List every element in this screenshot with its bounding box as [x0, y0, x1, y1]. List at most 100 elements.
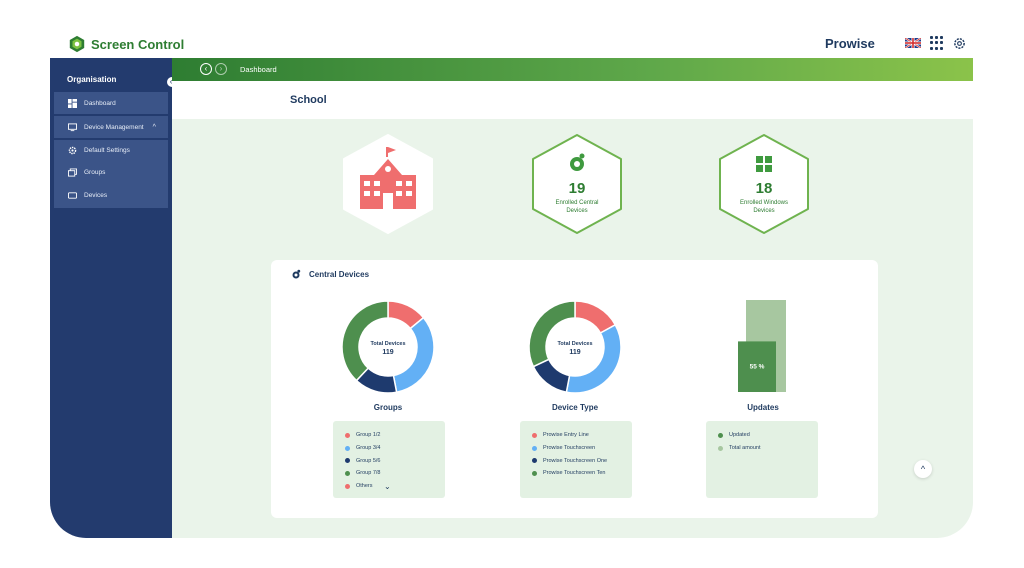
brand-bar: Screen Control Prowise [50, 30, 974, 58]
uk-flag-icon[interactable] [905, 38, 921, 48]
windows-devices-count: 18 [755, 180, 773, 197]
donut-slice-prowise-touchscreen-ten[interactable] [528, 300, 576, 368]
chevron-down-icon[interactable]: ⌄ [384, 482, 391, 491]
legend-swatch [532, 432, 537, 438]
sidebar-item-devices[interactable]: Devices [68, 191, 107, 200]
legend-label: Total amount [729, 445, 761, 452]
screen-control-logo-icon [69, 35, 85, 53]
legend-item[interactable]: Updated [718, 429, 818, 442]
updates-bar-chart[interactable]: 55 % [730, 298, 794, 394]
bar-updated[interactable] [738, 341, 776, 392]
sidebar-heading: Organisation [67, 75, 117, 84]
legend-swatch [345, 458, 350, 464]
legend-swatch [345, 470, 350, 476]
forward-button[interactable]: › [215, 63, 227, 75]
legend-label: Group 7/8 [356, 470, 381, 477]
legend-swatch [718, 432, 723, 438]
back-button[interactable]: ‹ [200, 63, 212, 75]
app-logo[interactable]: Screen Control [68, 35, 184, 53]
donut-center-value: 119 [569, 349, 580, 356]
legend-item[interactable]: Others [345, 480, 445, 493]
legend-item[interactable]: Prowise Touchscreen One [532, 454, 632, 467]
legend-label: Group 5/6 [356, 457, 381, 464]
chart-title: Groups [373, 403, 403, 412]
legend-label: Prowise Entry Line [543, 432, 589, 439]
legend-item[interactable]: Group 3/4 [345, 442, 445, 455]
legend-item[interactable]: Group 5/6 [345, 454, 445, 467]
legend-swatch [532, 445, 537, 451]
legend-item[interactable]: Group 7/8 [345, 467, 445, 480]
legend-label: Group 3/4 [356, 445, 381, 452]
legend-label: Prowise Touchscreen Ten [543, 470, 606, 477]
chart-title: Device Type [551, 403, 599, 412]
legend-item[interactable]: Group 1/2 [345, 429, 445, 442]
gear-icon [68, 146, 77, 155]
scroll-to-top-button[interactable]: ^ [914, 460, 932, 478]
breadcrumb-bar: ‹ › Dashboard [172, 58, 973, 81]
donut-slice-prowise-touchscreen[interactable] [565, 323, 622, 394]
legend-label: Others [356, 483, 373, 490]
dashboard-icon [68, 98, 77, 108]
apps-grid-icon[interactable] [930, 36, 944, 50]
central-devices-hexagon[interactable] [529, 133, 625, 235]
sidebar-item-label: Default Settings [84, 147, 130, 154]
device-management-submenu: Default Settings Groups Devices [54, 140, 168, 208]
sidebar: Organisation « Dashboard Device Manageme… [50, 58, 178, 538]
central-devices-caption: Enrolled Central Devices [555, 200, 599, 214]
sidebar-item-label: Groups [84, 169, 106, 176]
donut-center-value: 119 [382, 349, 393, 356]
bar-value-label: 55 % [750, 364, 765, 371]
groups-icon [68, 168, 77, 177]
card-title: Central Devices [309, 270, 370, 279]
sidebar-item-groups[interactable]: Groups [68, 168, 105, 177]
donut-center-label: Total Devices [370, 341, 405, 347]
central-logo-icon [570, 153, 585, 171]
monitor-icon [68, 122, 77, 131]
updates-legend: Updated Total amount [706, 421, 818, 498]
sidebar-item-label: Device Management [84, 123, 144, 131]
windows-logo-icon [756, 156, 772, 172]
legend-swatch [718, 445, 723, 451]
sidebar-item-dashboard[interactable]: Dashboard [54, 92, 168, 114]
legend-item[interactable]: Prowise Touchscreen [532, 442, 632, 455]
chevron-up-icon: ^ [152, 123, 156, 131]
legend-label: Updated [729, 432, 750, 439]
title-bar: School [172, 81, 973, 119]
central-devices-count: 19 [568, 180, 586, 197]
sidebar-item-label: Dashboard [84, 99, 116, 107]
device-icon [68, 192, 77, 199]
donut-center-label: Total Devices [557, 341, 592, 347]
legend-swatch [345, 445, 350, 451]
donut-slice-group-3-4[interactable] [392, 316, 435, 394]
legend-swatch [532, 470, 537, 476]
page-title: School [290, 94, 327, 106]
legend-swatch [532, 458, 537, 464]
app-name: Screen Control [91, 36, 185, 52]
donut-slice-group-7-8[interactable] [341, 300, 389, 382]
sidebar-item-default-settings[interactable]: Default Settings [68, 146, 130, 155]
legend-swatch [345, 432, 350, 438]
legend-label: Prowise Touchscreen One [543, 457, 608, 464]
legend-item[interactable]: Total amount [718, 442, 818, 455]
windows-devices-hexagon[interactable] [716, 133, 812, 235]
breadcrumb[interactable]: Dashboard [240, 65, 277, 74]
chart-title: Updates [747, 403, 779, 412]
groups-legend: Group 1/2 Group 3/4 Group 5/6 Group 7/8 Othe… [333, 421, 445, 498]
central-logo-icon [292, 269, 301, 279]
sidebar-item-device-management[interactable]: Device Management ^ [54, 116, 168, 138]
device-type-legend: Prowise Entry Line Prowise Touchscreen Pro… [520, 421, 632, 498]
legend-swatch [345, 483, 350, 489]
company-logo[interactable]: Prowise [825, 36, 875, 51]
settings-gear-icon[interactable] [953, 37, 966, 50]
legend-label: Prowise Touchscreen [543, 445, 596, 452]
central-devices-stat: 19 Enrolled Central Devices [529, 180, 625, 215]
device-type-donut-chart[interactable]: Total Devices 119 [527, 299, 623, 395]
legend-label: Group 1/2 [356, 432, 381, 439]
groups-donut-chart[interactable]: Total Devices 119 [340, 299, 436, 395]
school-hexagon [343, 134, 433, 234]
legend-item[interactable]: Prowise Touchscreen Ten [532, 467, 632, 480]
windows-devices-caption: Enrolled Windows Devices [739, 200, 789, 214]
sidebar-item-label: Devices [84, 192, 108, 199]
windows-devices-stat: 18 Enrolled Windows Devices [716, 180, 812, 215]
legend-item[interactable]: Prowise Entry Line [532, 429, 632, 442]
